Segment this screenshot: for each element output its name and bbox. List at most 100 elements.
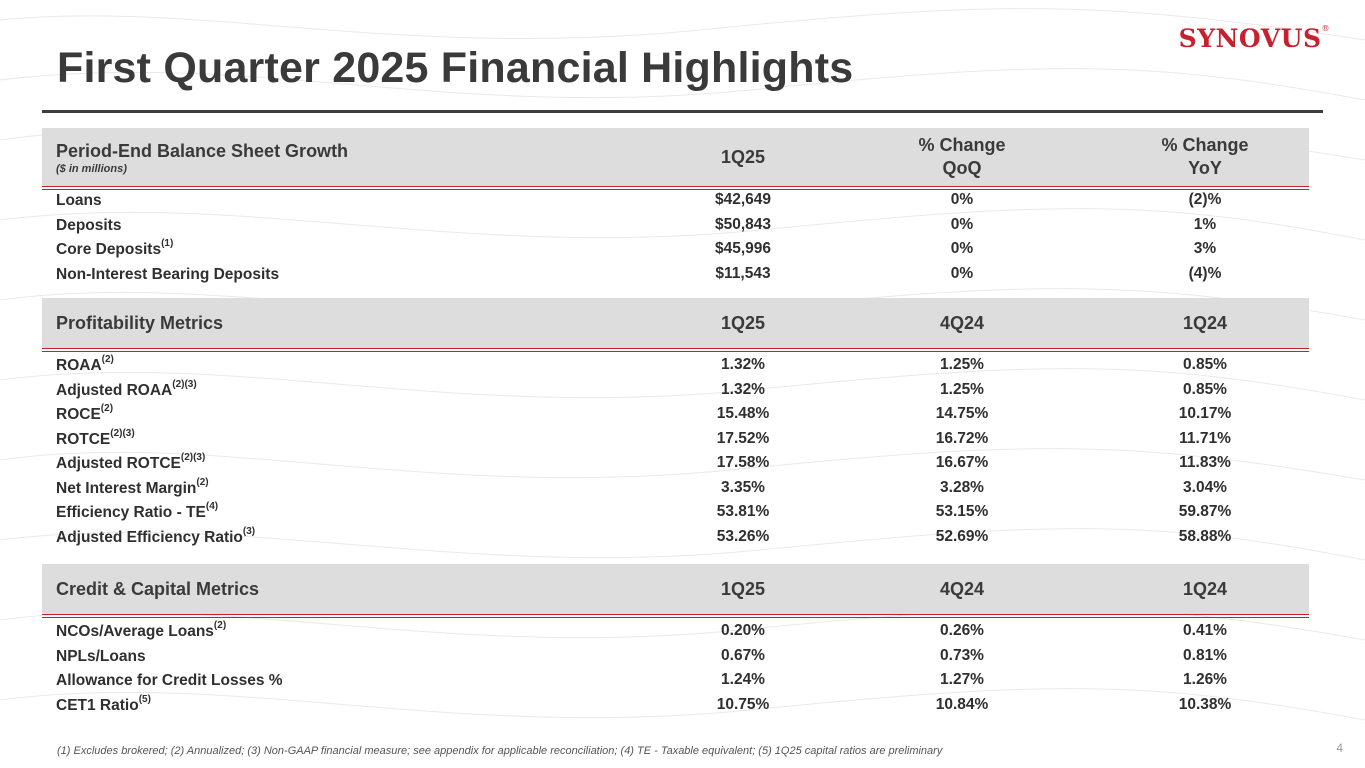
row-value-1q25: 0.67% [721,646,765,664]
row-value-1q25: 17.58% [716,454,770,471]
table-row: Adjusted ROTCE(2)(3) 17.58% 16.67% 11.83… [42,451,1309,475]
table-row: ROTCE(2)(3) 17.52% 16.72% 11.71% [42,427,1309,451]
table-row: Allowance for Credit Losses % 1.24% 1.27… [42,668,1309,692]
row-value-4q24: 14.75% [935,405,989,422]
row-value-4q24: 10.84% [935,695,989,713]
row-value-1q25: $45,996 [714,240,772,257]
row-value-4q24: 16.67% [935,454,989,471]
balance-sheet-header-band: Period-End Balance Sheet Growth ($ in mi… [42,128,1309,186]
row-value-1q25: 53.26% [716,527,770,545]
credit-title: Credit & Capital Metrics [56,578,260,599]
row-label: Non-Interest Bearing Deposits [56,265,280,283]
row-value-1q24: 11.83% [1179,454,1231,471]
row-value-qoq: 0% [950,215,974,233]
balance-sheet-title-cell: Period-End Balance Sheet Growth ($ in mi… [56,128,596,186]
row-value-1q24: 0.81% [1183,646,1227,664]
row-label: CET1 Ratio(5) [56,693,151,714]
row-label: Efficiency Ratio - TE(4) [56,501,219,522]
row-value-1q24: 3.04% [1183,478,1227,496]
row-label: Allowance for Credit Losses % [56,672,283,690]
table-row: Deposits $50,843 0% 1% [42,213,1309,237]
row-value-1q24: 10.17% [1178,405,1232,422]
credit-col-1q25: 1Q25 [720,578,766,599]
table-row: CET1 Ratio(5) 10.75% 10.84% 10.38% [42,693,1309,717]
row-value-1q24: 10.38% [1178,695,1232,713]
logo-text: SYNOVUS [1178,24,1322,53]
table-row: NPLs/Loans 0.67% 0.73% 0.81% [42,644,1309,668]
row-label: NCOs/Average Loans(2) [56,620,227,641]
row-value-yoy: (2)% [1188,191,1222,208]
row-value-yoy: (4)% [1188,264,1222,282]
row-value-1q25: 1.24% [721,671,765,688]
balance-sheet-title: Period-End Balance Sheet Growth [56,140,349,161]
profitability-col-4q24: 4Q24 [939,312,985,333]
table-row: ROAA(2) 1.32% 1.25% 0.85% [42,353,1309,377]
profitability-rows: ROAA(2) 1.32% 1.25% 0.85% Adjusted ROAA(… [42,353,1309,553]
balance-col-yoy-line1: % Change [1161,135,1249,155]
table-row: Non-Interest Bearing Deposits $11,543 0%… [42,262,1309,286]
row-value-qoq: 0% [950,264,974,282]
row-value-1q24: 1.26% [1183,671,1227,688]
row-value-yoy: 1% [1193,215,1217,233]
credit-col-1q24: 1Q24 [1182,578,1228,599]
row-value-1q25: 1.32% [721,356,765,373]
credit-red-divider [42,614,1309,618]
row-value-qoq: 0% [950,191,974,208]
row-label: Adjusted ROAA(2)(3) [56,378,197,399]
footnote: (1) Excludes brokered; (2) Annualized; (… [57,745,943,757]
row-label: Adjusted Efficiency Ratio(3) [56,525,256,546]
row-label: Loans [56,192,102,210]
balance-col-yoy: % Change YoY [1070,128,1340,186]
table-row: Adjusted Efficiency Ratio(3) 53.26% 52.6… [42,525,1309,549]
registered-mark: ® [1321,24,1330,33]
row-value-4q24: 1.25% [940,380,984,398]
row-value-4q24: 0.26% [940,622,984,639]
row-value-1q25: $11,543 [715,264,771,282]
balance-col-qoq-line1: % Change [918,135,1006,155]
row-value-qoq: 0% [950,240,974,257]
profitability-col-1q24: 1Q24 [1182,312,1228,333]
row-value-1q24: 58.88% [1178,527,1232,545]
row-value-4q24: 1.27% [940,671,984,688]
row-value-1q24: 0.85% [1183,380,1227,398]
row-value-1q25: 3.35% [721,478,765,496]
row-value-4q24: 0.73% [940,646,984,664]
row-value-4q24: 3.28% [940,478,984,496]
row-value-4q24: 16.72% [935,429,989,447]
row-label: ROTCE(2)(3) [56,427,135,448]
profitability-title: Profitability Metrics [56,312,224,333]
row-label: Adjusted ROTCE(2)(3) [56,452,206,473]
balance-red-divider [42,186,1309,190]
profitability-col-1q25: 1Q25 [720,312,766,333]
row-value-1q25: 17.52% [716,429,770,447]
row-value-1q25: $50,843 [714,215,772,233]
row-value-1q24: 0.41% [1183,622,1227,639]
row-value-1q25: 1.32% [721,380,765,398]
title-divider [42,110,1323,113]
page-title: First Quarter 2025 Financial Highlights [57,44,854,92]
row-value-1q24: 59.87% [1178,503,1232,520]
row-value-1q25: 15.48% [716,405,770,422]
credit-header-band: Credit & Capital Metrics 1Q25 4Q24 1Q24 [42,564,1309,614]
profitability-red-divider [42,348,1309,352]
credit-rows: NCOs/Average Loans(2) 0.20% 0.26% 0.41% … [42,619,1309,719]
credit-col-4q24: 4Q24 [939,578,985,599]
row-value-4q24: 53.15% [935,503,989,520]
row-value-1q25: 53.81% [716,503,770,520]
row-label: Net Interest Margin(2) [56,476,209,497]
balance-col-yoy-line2: YoY [1188,158,1222,178]
balance-col-qoq-line2: QoQ [942,158,982,178]
row-value-4q24: 1.25% [940,356,984,373]
table-row: NCOs/Average Loans(2) 0.20% 0.26% 0.41% [42,619,1309,643]
balance-sheet-rows: Loans $42,649 0% (2)% Deposits $50,843 0… [42,188,1309,288]
balance-sheet-units: ($ in millions) [56,162,127,175]
table-row: Efficiency Ratio - TE(4) 53.81% 53.15% 5… [42,500,1309,524]
balance-sheet-header: Period-End Balance Sheet Growth ($ in mi… [42,128,1309,190]
page-number: 4 [1336,741,1343,755]
row-label: Core Deposits(1) [56,238,174,259]
balance-col-1q25: 1Q25 [720,146,766,167]
table-row: Adjusted ROAA(2)(3) 1.32% 1.25% 0.85% [42,378,1309,402]
table-row: Core Deposits(1) $45,996 0% 3% [42,237,1309,261]
table-row: Loans $42,649 0% (2)% [42,188,1309,212]
row-label: NPLs/Loans [56,647,146,665]
